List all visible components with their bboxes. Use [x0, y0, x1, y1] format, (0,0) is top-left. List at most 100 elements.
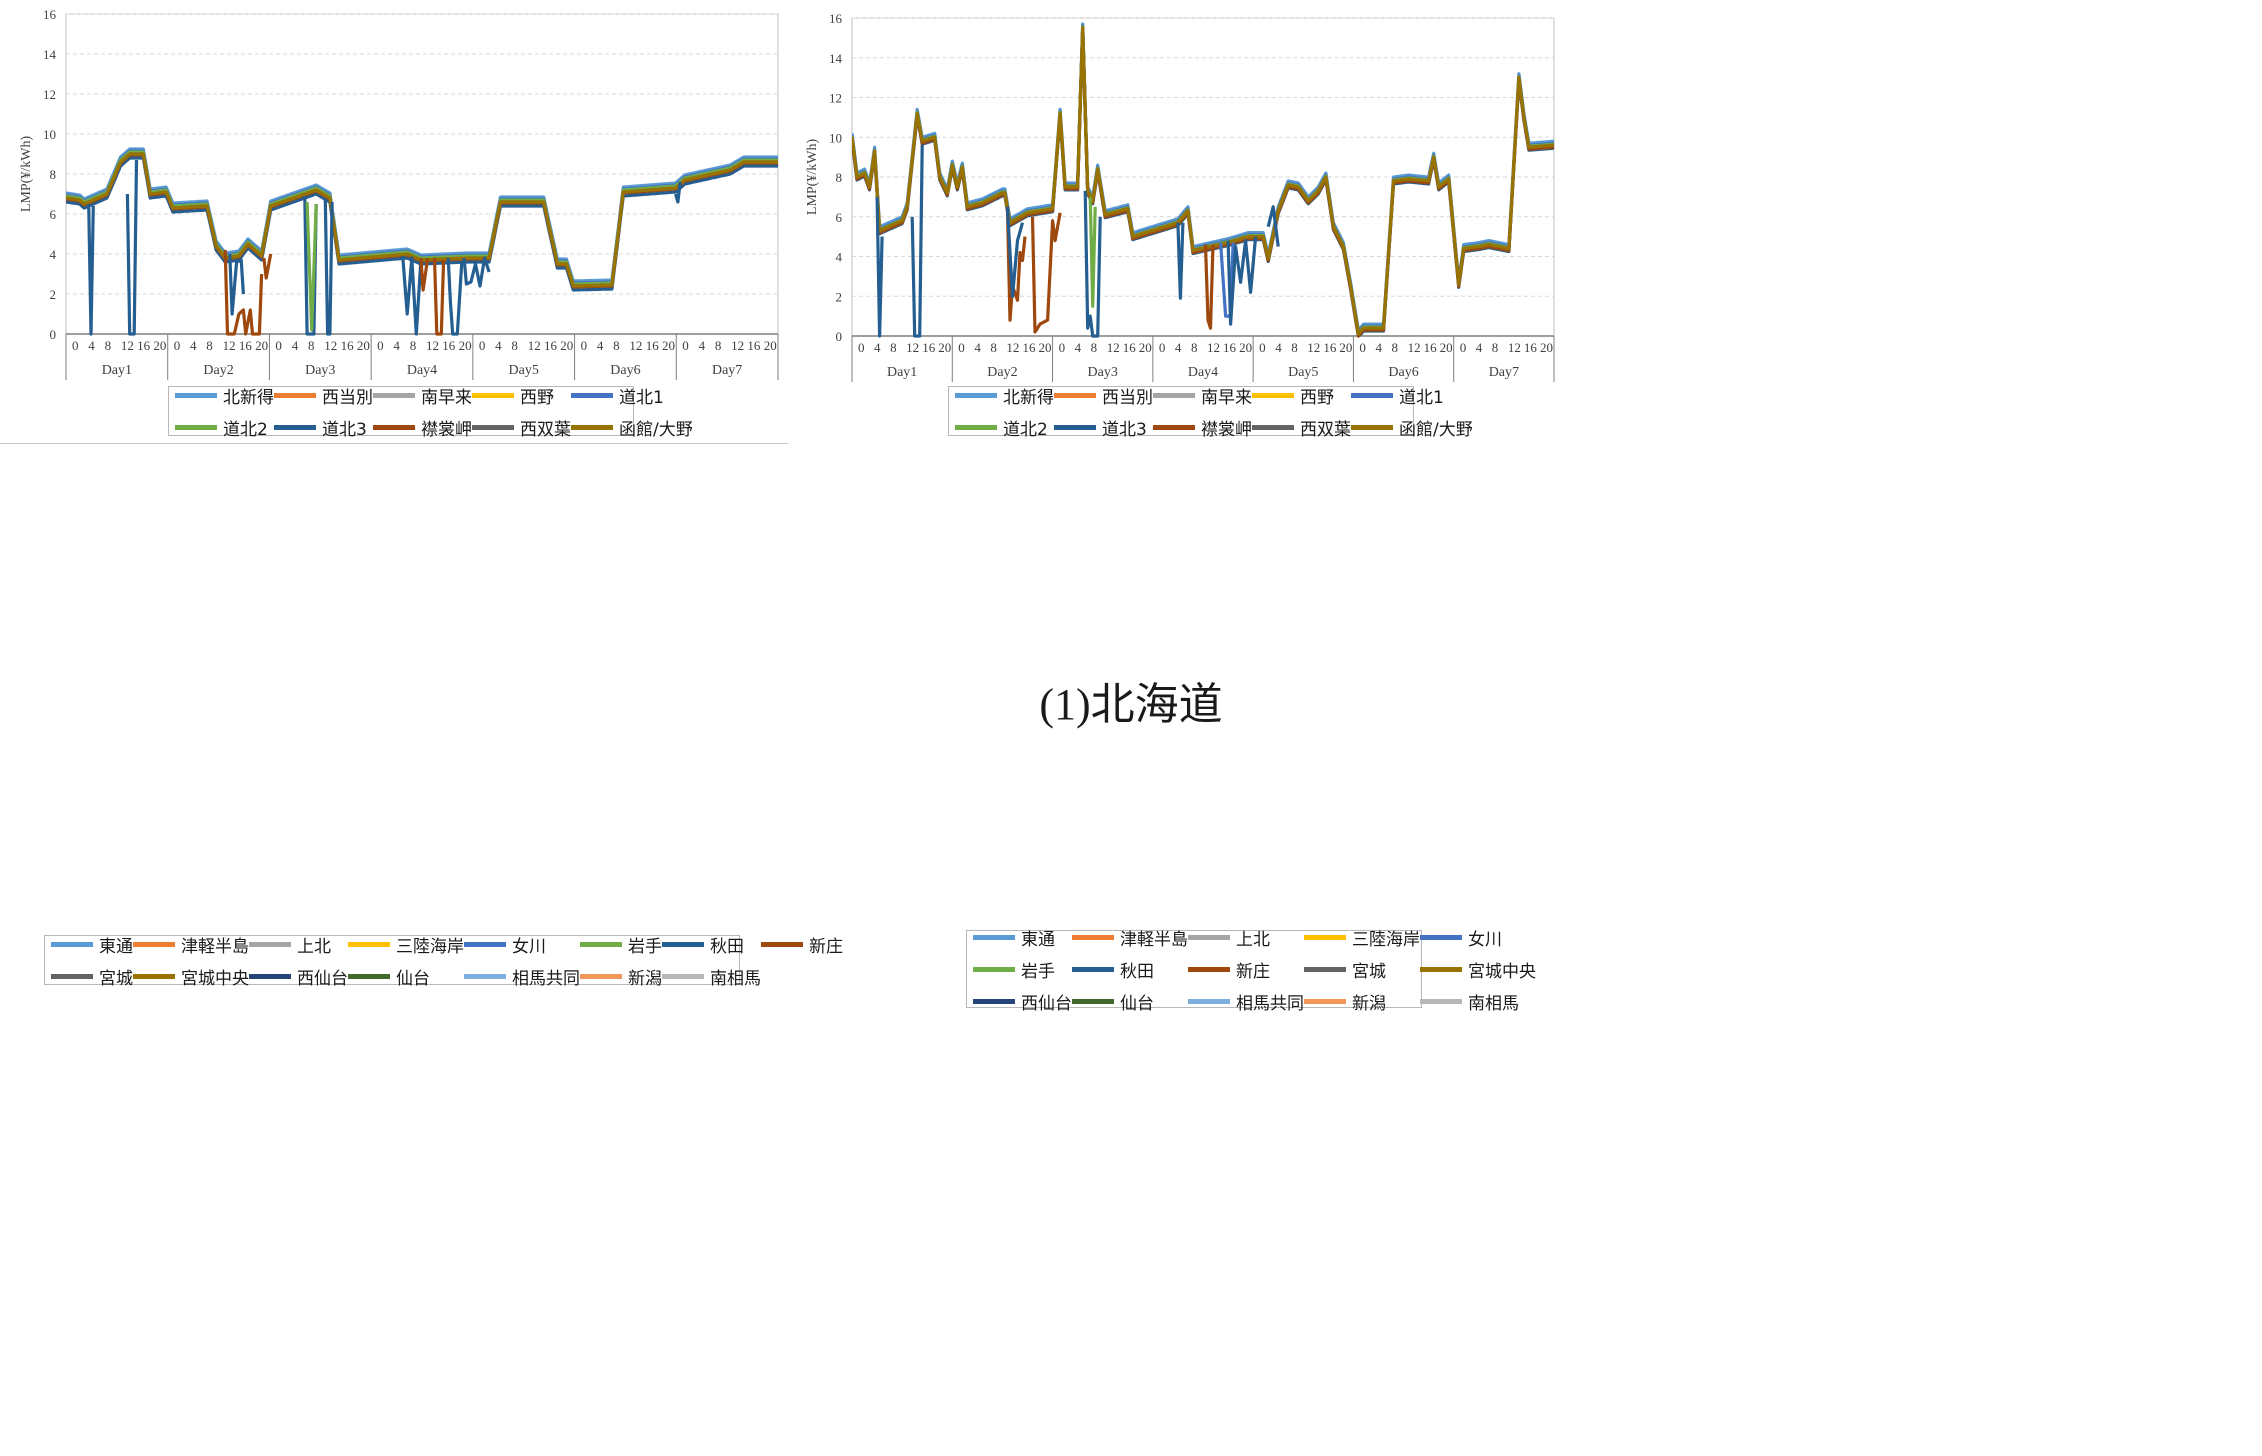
hour-tick-label: 8: [613, 338, 620, 353]
legend-label: 上北: [1236, 929, 1270, 950]
y-tick-label: 4: [836, 250, 843, 265]
y-tick-label: 4: [50, 247, 57, 262]
day-label: Day2: [203, 363, 233, 378]
day-label: Day6: [610, 363, 640, 378]
legend-item: 秋田: [1072, 953, 1188, 985]
legend-item: 西野: [472, 379, 571, 411]
legend-item: 西野: [1252, 379, 1351, 411]
legend-swatch: [580, 973, 622, 979]
legend-swatch: [1188, 934, 1230, 940]
hour-tick-label: 0: [1259, 340, 1266, 355]
legend-label: 秋田: [710, 936, 744, 957]
hour-tick-label: 16: [1424, 340, 1438, 355]
legend-item: 東通: [973, 921, 1072, 953]
hour-tick-label: 0: [275, 338, 282, 353]
hour-tick-label: 20: [662, 338, 675, 353]
legend-swatch: [1054, 424, 1096, 430]
hour-tick-label: 0: [479, 338, 486, 353]
hour-tick-label: 12: [1207, 340, 1220, 355]
legend-swatch: [373, 392, 415, 398]
hour-tick-label: 0: [72, 338, 79, 353]
day-label: Day3: [305, 363, 335, 378]
legend-label: 襟裳岬: [1201, 419, 1252, 440]
legend-item: 相馬共同: [464, 960, 580, 992]
hour-tick-label: 16: [544, 338, 558, 353]
series-excursion: [305, 201, 318, 332]
hour-tick-label: 0: [581, 338, 588, 353]
hour-tick-label: 8: [1492, 340, 1499, 355]
series-excursion: [674, 181, 682, 204]
hour-tick-label: 0: [858, 340, 865, 355]
legend-label: 函館/大野: [619, 419, 693, 440]
y-axis-label: LMP(¥/kWh): [19, 136, 34, 213]
hour-tick-label: 8: [1392, 340, 1399, 355]
hour-tick-label: 0: [1359, 340, 1366, 355]
hour-tick-label: 12: [426, 338, 439, 353]
legend-swatch: [761, 941, 803, 947]
hour-tick-label: 16: [341, 338, 355, 353]
region-caption: (1)北海道: [1039, 680, 1223, 729]
hour-tick-label: 12: [324, 338, 337, 353]
hour-tick-label: 20: [1440, 340, 1453, 355]
legend-item: 南相馬: [1420, 985, 1536, 1017]
hour-tick-label: 12: [1307, 340, 1320, 355]
legend-item: 津軽半島: [1072, 921, 1188, 953]
series-excursion: [1176, 222, 1185, 300]
legend-swatch: [955, 424, 997, 430]
legend-label: 岩手: [1021, 961, 1055, 982]
hour-tick-label: 20: [1339, 340, 1352, 355]
legend-swatch: [133, 973, 175, 979]
legend-swatch: [1304, 998, 1346, 1004]
hour-tick-label: 12: [121, 338, 134, 353]
hour-tick-label: 4: [393, 338, 400, 353]
legend-swatch: [571, 392, 613, 398]
series-line: [852, 26, 1554, 336]
legend-swatch: [1304, 934, 1346, 940]
divider-line: [0, 443, 788, 444]
legend-label: 津軽半島: [1120, 929, 1188, 950]
legend-swatch: [973, 998, 1015, 1004]
legend-label: 秋田: [1120, 961, 1154, 982]
legend-swatch: [580, 941, 622, 947]
hour-tick-label: 20: [1039, 340, 1052, 355]
legend-swatch: [1304, 966, 1346, 972]
legend-swatch: [1351, 392, 1393, 398]
legend-label: 岩手: [628, 936, 662, 957]
series-excursion: [875, 196, 884, 338]
legend-swatch: [472, 392, 514, 398]
legend-item: 東通: [51, 928, 133, 960]
legend-label: 三陸海岸: [396, 936, 464, 957]
legend-label: 西野: [1300, 387, 1334, 408]
day-label: Day4: [1188, 365, 1218, 380]
legend-label: 宮城中央: [1468, 961, 1536, 982]
hour-tick-label: 16: [239, 338, 253, 353]
y-tick-label: 2: [836, 289, 843, 304]
y-tick-label: 12: [829, 91, 842, 106]
hour-tick-label: 16: [137, 338, 151, 353]
legend-label: 新潟: [628, 968, 662, 989]
day-label: Day2: [987, 365, 1017, 380]
legend-item: 道北2: [955, 411, 1054, 443]
legend-item: 道北3: [1054, 411, 1153, 443]
hour-tick-label: 8: [105, 338, 112, 353]
hour-tick-label: 8: [206, 338, 213, 353]
legend-item: 相馬共同: [1188, 985, 1304, 1017]
legend-item: 函館/大野: [1351, 411, 1473, 443]
day-label: Day7: [712, 363, 742, 378]
legend-swatch: [373, 424, 415, 430]
series-excursion: [1005, 206, 1027, 322]
hour-tick-label: 8: [410, 338, 417, 353]
series-excursion: [1226, 236, 1258, 326]
legend-label: 南相馬: [710, 968, 761, 989]
legend-swatch: [1252, 424, 1294, 430]
hour-tick-label: 4: [292, 338, 299, 353]
hour-tick-label: 16: [1524, 340, 1538, 355]
y-axis-label: LMP(¥/kWh): [805, 139, 820, 216]
legend-swatch: [464, 973, 506, 979]
hour-tick-label: 4: [1375, 340, 1382, 355]
legend-item: 岩手: [580, 928, 662, 960]
y-tick-label: 6: [50, 207, 57, 222]
legend-swatch: [348, 973, 390, 979]
legend-swatch: [1072, 998, 1114, 1004]
hour-tick-label: 16: [747, 338, 761, 353]
